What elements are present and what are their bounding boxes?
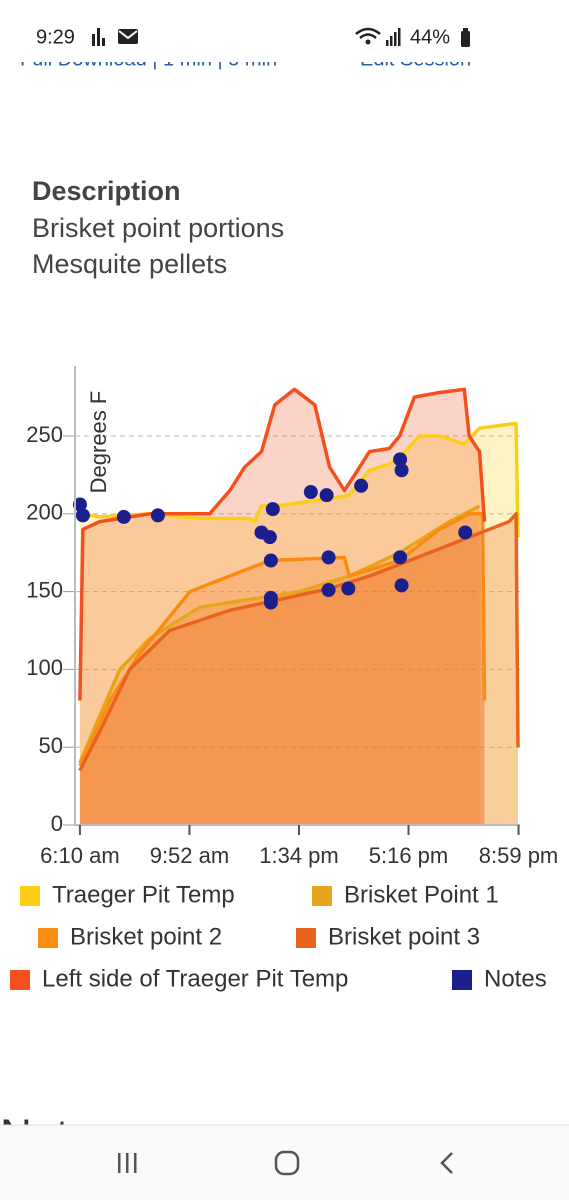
y-tick-label: 50 <box>39 733 63 758</box>
home-button[interactable] <box>274 1150 300 1176</box>
series-line <box>78 504 481 764</box>
status-icons-right <box>355 27 470 47</box>
note-marker <box>263 553 278 568</box>
legend-swatch <box>38 928 58 948</box>
note-marker <box>72 497 87 512</box>
legend-label: Brisket point 3 <box>328 923 480 950</box>
legend-label: Left side of Traeger Pit Temp <box>42 965 348 992</box>
description-line: Mesquite pellets <box>32 249 227 279</box>
legend-label: Traeger Pit Temp <box>52 881 235 908</box>
y-tick-label: 100 <box>26 655 63 680</box>
status-bar <box>0 0 569 62</box>
y-tick-label: 150 <box>26 577 63 602</box>
series-area <box>79 389 485 825</box>
series-area <box>79 513 519 825</box>
note-marker <box>150 508 165 523</box>
legend-label: Notes <box>484 965 547 992</box>
note-marker <box>341 581 356 596</box>
series-line <box>78 512 487 767</box>
legend-label: Brisket point 2 <box>70 923 222 950</box>
y-tick-label: 250 <box>26 422 63 447</box>
y-tick-label: 0 <box>51 811 63 836</box>
back-button[interactable] <box>440 1152 453 1174</box>
description-heading: Description <box>32 176 181 206</box>
status-icons-left <box>92 28 138 46</box>
x-tick-label: 9:52 am <box>150 843 230 868</box>
legend-swatch <box>10 970 30 990</box>
note-marker <box>321 583 336 598</box>
y-tick-label: 200 <box>26 500 63 525</box>
nav-bar <box>0 1125 569 1200</box>
legend-swatch <box>20 886 40 906</box>
description-line: Brisket point portions <box>32 213 284 243</box>
series-area <box>79 423 519 825</box>
series-line <box>78 387 487 701</box>
note-marker <box>321 550 336 565</box>
note-marker <box>458 525 473 540</box>
note-marker <box>262 530 277 545</box>
recent-apps-button[interactable] <box>118 1153 137 1173</box>
x-tick-label: 8:59 pm <box>479 843 559 868</box>
y-axis-label: Degrees F <box>86 391 111 494</box>
note-marker <box>265 502 280 517</box>
note-marker <box>393 550 408 565</box>
legend-swatch <box>296 928 316 948</box>
note-marker <box>303 485 318 500</box>
x-tick-label: 5:16 pm <box>369 843 449 868</box>
note-marker <box>394 578 409 593</box>
note-marker <box>263 595 278 610</box>
legend-swatch <box>452 970 472 990</box>
status-time: 9:29 <box>36 26 75 48</box>
note-marker <box>116 509 131 524</box>
status-battery: 44% <box>410 26 450 48</box>
legend-swatch <box>312 886 332 906</box>
series-line <box>79 421 520 538</box>
note-marker <box>393 452 408 467</box>
chart: 0 50 100 150 200 250 6:10 am 9:52 am 1:34 pm 5:16… <box>10 366 558 992</box>
legend-label: Brisket Point 1 <box>344 881 499 908</box>
x-tick-label: 6:10 am <box>40 843 120 868</box>
series-area <box>79 506 480 825</box>
series-area <box>79 513 485 825</box>
x-tick-label: 1:34 pm <box>259 843 339 868</box>
note-marker <box>354 478 369 493</box>
note-marker <box>394 463 409 478</box>
note-marker <box>75 508 90 523</box>
note-marker <box>319 488 334 503</box>
